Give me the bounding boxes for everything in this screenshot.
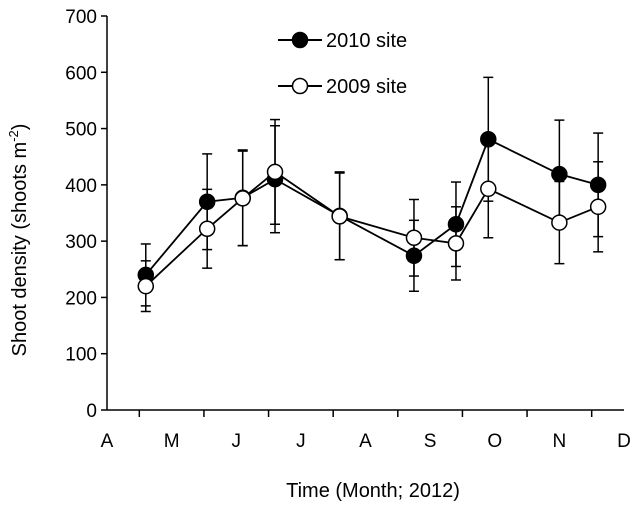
y-axis-ticks: 0 100 200 300 400 500 600 700 <box>65 7 107 422</box>
series-line-2010-site <box>145 138 599 276</box>
y-tick-label: 100 <box>65 345 97 366</box>
series-lines <box>145 138 599 287</box>
x-tick-label: J <box>232 431 242 452</box>
legend-label-2010: 2010 site <box>326 30 407 52</box>
series-markers <box>137 131 607 295</box>
data-point-2009-site <box>198 220 216 238</box>
y-axis-label-main: Shoot density (shoots m <box>9 142 31 357</box>
y-tick-label: 400 <box>65 176 97 197</box>
legend-marker-2010 <box>291 31 309 49</box>
legend-item-2010: 2010 site <box>278 30 407 52</box>
y-tick-label: 0 <box>86 401 97 422</box>
x-axis-label: Time (Month; 2012) <box>286 480 460 502</box>
y-tick-label: 700 <box>65 7 97 28</box>
legend-label-2009: 2009 site <box>326 76 407 98</box>
x-tick-label: A <box>101 431 114 452</box>
data-point-2009-site <box>551 214 568 231</box>
data-point-2010-site <box>480 131 497 148</box>
data-point-2010-site <box>447 216 465 233</box>
y-axis-label-superscript: -2 <box>6 130 21 142</box>
data-point-2009-site <box>137 277 155 295</box>
data-point-2010-site <box>198 193 216 210</box>
data-point-2010-site <box>405 247 423 265</box>
series-line-2009-site <box>145 170 599 287</box>
x-tick-label: J <box>296 431 306 452</box>
data-point-2010-site <box>551 165 568 183</box>
data-point-2009-site <box>331 208 348 225</box>
data-point-2010-site <box>589 176 607 194</box>
y-tick-label: 500 <box>65 120 97 141</box>
data-point-2009-site <box>589 198 607 216</box>
data-point-2009-site <box>234 190 251 207</box>
y-tick-label: 200 <box>65 288 97 309</box>
x-tick-label: O <box>487 431 502 452</box>
x-tick-label: S <box>424 431 437 452</box>
y-axis-label-suffix: ) <box>9 124 31 131</box>
y-tick-label: 600 <box>65 63 97 84</box>
data-point-2009-site <box>447 235 465 252</box>
legend-marker-2009 <box>291 77 309 95</box>
y-axis-label: Shoot density (shoots m-2) <box>6 124 31 357</box>
y-tick-label: 300 <box>65 232 97 253</box>
x-tick-label: N <box>553 431 567 452</box>
legend-item-2009: 2009 site <box>278 76 407 98</box>
data-point-2009-site <box>266 163 284 181</box>
legend: 2010 site 2009 site <box>278 30 407 98</box>
x-tick-label: D <box>617 431 631 452</box>
data-point-2009-site <box>405 229 423 247</box>
data-point-2009-site <box>480 180 497 198</box>
axes <box>106 16 624 411</box>
x-tick-label: M <box>164 431 180 452</box>
x-tick-label: A <box>359 431 372 452</box>
